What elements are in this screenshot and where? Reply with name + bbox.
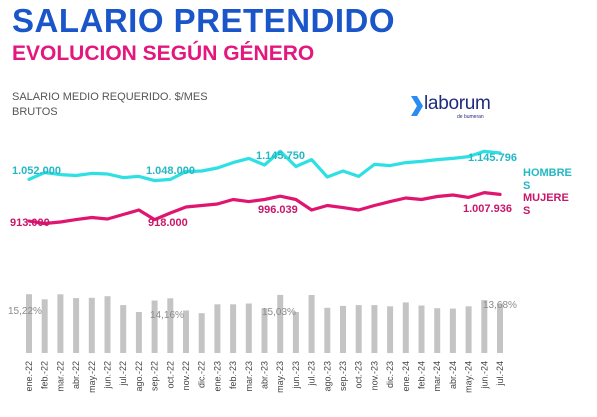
bar-brecha-abr.-24 xyxy=(449,308,456,353)
x-axis-ticks: ene.-22 feb.-22 mar.-22 abr.-22 may.-22 jun.-… xyxy=(24,361,505,393)
label-mujeres-start: 913.000 xyxy=(10,217,50,229)
y-axis-label: SALARIO MEDIO REQUERIDO. $/MES BRUTOS xyxy=(12,90,272,120)
bar-brecha-jul.-24 xyxy=(497,303,503,353)
label-brecha-ene22: 15,22% xyxy=(8,306,42,317)
x-tick-label: sep.-22 xyxy=(150,361,160,391)
label-mujeres-sep22: 918.000 xyxy=(148,217,188,229)
bar-brecha-mar.-22 xyxy=(57,294,64,353)
chart-subtitle: EVOLUCION SEGÚN GÉNERO xyxy=(12,42,315,65)
x-tick-label: mar.-22 xyxy=(55,361,65,392)
x-tick-label: ene.-24 xyxy=(401,361,411,392)
x-tick-label: nov.-23 xyxy=(369,361,379,390)
label-hombres-sep22: 1.048.000 xyxy=(146,165,195,177)
legend-hombres-line1: HOMBRE xyxy=(523,167,572,179)
legend-mujeres-line1: MUJERE xyxy=(523,192,569,204)
bar-brecha-dic.-23 xyxy=(387,306,394,354)
label-mujeres-may23: 996.039 xyxy=(258,204,298,216)
bar-brecha-jul.-22 xyxy=(120,305,127,353)
x-tick-label: sep.-23 xyxy=(338,361,348,391)
bar-brecha-oct.-23 xyxy=(355,305,362,353)
label-brecha-jun24: 13,68% xyxy=(483,300,517,311)
x-tick-label: jul.-22 xyxy=(118,361,128,387)
label-brecha-oct22: 14,16% xyxy=(150,310,184,321)
data-labels: 1.052.000 1.048.000 1.145.750 1.145.796 … xyxy=(8,150,517,321)
logo-tagline: de bumeran xyxy=(457,114,484,120)
bar-brecha-may.-24 xyxy=(465,306,472,354)
y-axis-label-line1: SALARIO MEDIO REQUERIDO. $/MES xyxy=(12,91,208,103)
x-tick-label: abr.-23 xyxy=(260,361,270,389)
bar-brecha-jun.-24 xyxy=(481,300,488,353)
bar-brecha-mar.-23 xyxy=(245,303,252,353)
y-axis-label-line2: BRUTOS xyxy=(12,106,58,118)
bar-brecha-abr.-22 xyxy=(73,298,80,353)
bar-brecha-ene.-24 xyxy=(402,302,409,353)
bar-brecha-ago.-23 xyxy=(324,307,331,353)
x-tick-label: jun.-23 xyxy=(291,361,301,390)
x-tick-label: may.-22 xyxy=(87,361,97,393)
x-tick-label: abr.-24 xyxy=(448,361,458,389)
bar-brecha-jun.-22 xyxy=(104,296,111,353)
x-tick-label: dic.-22 xyxy=(197,361,207,388)
gap-bars xyxy=(26,294,503,354)
legend: HOMBRE S MUJERE S xyxy=(523,167,572,217)
x-tick-label: feb.-22 xyxy=(40,361,50,389)
x-tick-label: jul.-23 xyxy=(307,361,317,387)
x-tick-label: dic.-23 xyxy=(385,361,395,388)
bar-brecha-sep.-22 xyxy=(151,300,158,353)
bar-brecha-sep.-23 xyxy=(340,305,346,353)
salary-lines xyxy=(27,149,502,226)
x-tick-label: nov.-22 xyxy=(181,361,191,390)
logo-text: laborum xyxy=(424,93,491,114)
bar-brecha-may.-22 xyxy=(88,297,95,354)
x-tick-label: may.-23 xyxy=(275,361,285,393)
x-tick-label: oct.-22 xyxy=(165,361,175,389)
bar-brecha-feb.-23 xyxy=(230,304,237,353)
chevron-right-icon xyxy=(411,96,423,116)
bar-brecha-mar.-24 xyxy=(434,308,441,353)
bar-brecha-may.-23 xyxy=(277,294,284,353)
legend-mujeres-line2: S xyxy=(523,205,530,217)
x-tick-label: ene.-23 xyxy=(212,361,222,392)
bar-brecha-oct.-22 xyxy=(167,298,174,353)
line-hombres xyxy=(27,149,502,183)
label-hombres-jun24: 1.145.796 xyxy=(468,152,517,164)
bar-brecha-ago.-22 xyxy=(135,312,142,353)
x-tick-label: feb.-23 xyxy=(228,361,238,389)
x-tick-label: ene.-22 xyxy=(24,361,34,392)
label-brecha-may23: 15,03% xyxy=(262,307,296,318)
x-tick-label: abr.-22 xyxy=(71,361,81,389)
x-tick-label: mar.-24 xyxy=(432,361,442,392)
laborum-logo: laborum de bumeran xyxy=(410,93,500,122)
line-mujeres xyxy=(27,191,502,226)
bar-brecha-ene.-22 xyxy=(26,294,32,353)
label-mujeres-jun24: 1.007.936 xyxy=(463,203,512,215)
bar-brecha-nov.-23 xyxy=(371,305,378,353)
bar-brecha-abr.-23 xyxy=(261,308,268,353)
x-tick-label: may.-24 xyxy=(464,361,474,393)
x-tick-label: mar.-23 xyxy=(244,361,254,392)
bar-brecha-nov.-22 xyxy=(183,310,189,353)
bar-brecha-dic.-22 xyxy=(198,313,205,353)
bar-brecha-feb.-24 xyxy=(418,305,425,353)
label-hombres-start: 1.052.000 xyxy=(12,165,61,177)
x-tick-label: jun.-22 xyxy=(103,361,113,390)
x-tick-label: ago.-22 xyxy=(134,361,144,392)
x-tick-label: ago.-23 xyxy=(322,361,332,392)
x-tick-label: jun.-24 xyxy=(479,361,489,390)
chart-title: SALARIO PRETENDIDO xyxy=(12,2,396,39)
bar-brecha-jun.-23 xyxy=(292,312,299,353)
bar-brecha-ene.-23 xyxy=(214,304,221,353)
bar-brecha-feb.-22 xyxy=(41,299,48,353)
legend-hombres-line2: S xyxy=(523,180,530,192)
x-tick-label: feb.-24 xyxy=(417,361,427,389)
label-hombres-may23: 1.145.750 xyxy=(256,150,305,162)
x-tick-label: jul.-24 xyxy=(495,361,505,387)
bar-brecha-jul.-23 xyxy=(308,295,315,353)
x-tick-label: oct.-23 xyxy=(354,361,364,389)
